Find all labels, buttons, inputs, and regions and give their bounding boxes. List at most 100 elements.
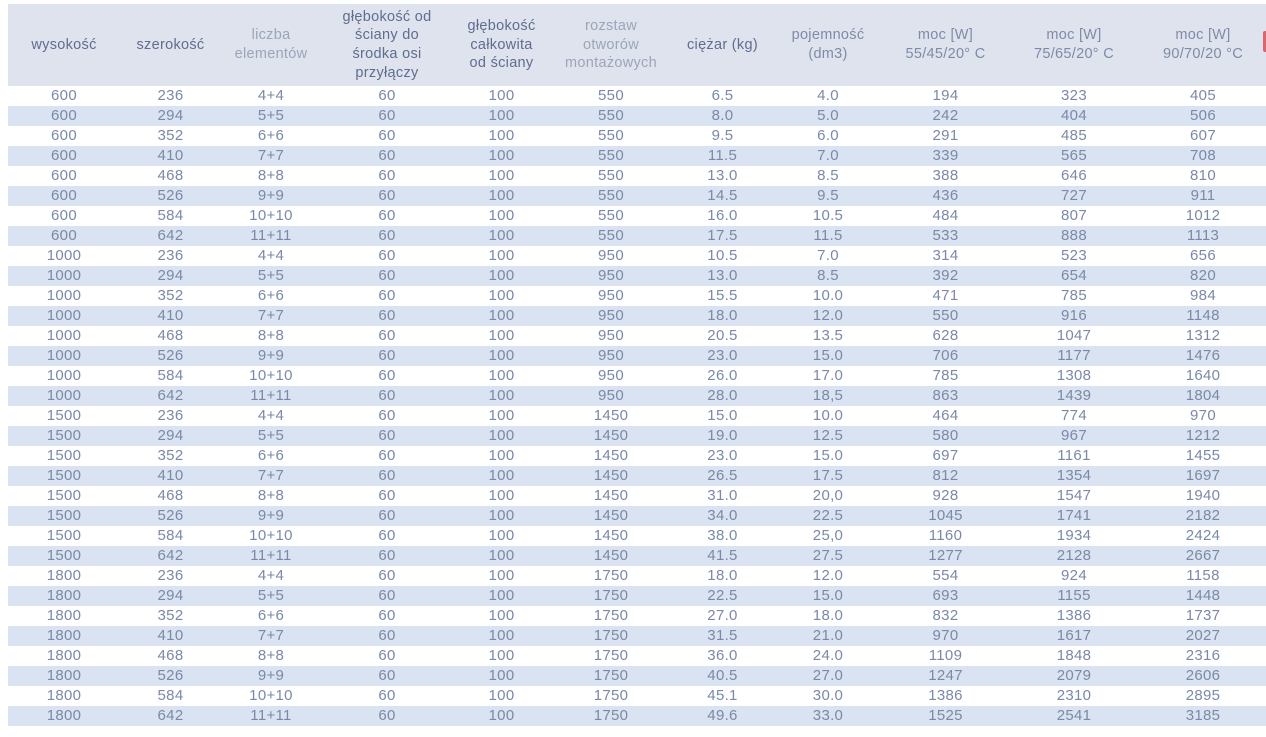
cell: 2027 [1185,627,1221,644]
cell: 1800 [46,667,82,684]
radiator-spec-page: wysokość szerokość liczba elementów głęboko… [0,4,1266,737]
cell: 1940 [1185,487,1221,504]
cell: 1617 [1056,627,1092,644]
cell: 100 [488,387,515,404]
cell: 1212 [1185,427,1221,444]
cell: 100 [488,247,515,264]
cell: 4+4 [257,247,285,264]
column-header-1: wysokość [31,36,97,53]
cell: 584 [157,207,184,224]
table-row: 1000 468 8+8 60 100 950 20.5 13.5 628 1047 1312 [8,326,1266,346]
cell: 1158 [1186,567,1220,584]
table-row: 1000 352 6+6 60 100 950 15.5 10.0 471 785 984 [8,286,1266,306]
cell: 950 [598,327,624,344]
cell: 100 [488,347,515,364]
cell: 807 [1061,207,1087,224]
cell: 888 [1061,227,1087,244]
cell: 1547 [1056,487,1092,504]
cell: 410 [157,307,184,324]
cell: 60 [378,607,396,624]
cell: 1160 [928,527,963,544]
cell: 6+6 [257,607,285,624]
cell: 7.0 [817,147,839,164]
cell: 17.0 [812,367,844,384]
cell: 10+10 [249,527,293,544]
cell: 7.0 [817,247,839,264]
cell: 2541 [1056,707,1092,724]
cell: 3185 [1185,707,1221,724]
cell: 11+11 [250,227,292,244]
cell: 2128 [1056,547,1092,564]
cell: 2182 [1185,507,1221,524]
cell: 1450 [593,407,629,424]
cell: 11+11 [250,707,292,724]
table-row: 1800 468 8+8 60 100 1750 36.0 24.0 1109 1848 2316 [8,646,1266,666]
cell: 464 [932,407,959,424]
cell: 1308 [1056,367,1092,384]
cell: 60 [378,247,396,264]
cell: 550 [598,227,624,244]
cell: 17.5 [812,467,844,484]
cell: 11.5 [707,147,738,164]
cell: 774 [1061,407,1087,424]
table-row: 1500 526 9+9 60 100 1450 34.0 22.5 1045 1741 2182 [8,506,1266,526]
cell: 550 [598,147,624,164]
cell: 950 [598,267,624,284]
cell: 8+8 [257,167,285,184]
cell: 485 [1061,127,1087,144]
cell: 100 [488,307,515,324]
cell: 607 [1190,127,1216,144]
cell: 60 [378,647,396,664]
cell: 1012 [1185,207,1221,224]
cell: 60 [378,547,396,564]
cell: 242 [932,107,959,124]
cell: 11+11 [250,387,292,404]
cell: 314 [932,247,959,264]
cell: 9+9 [257,667,285,684]
cell: 18.0 [812,607,844,624]
cell: 697 [932,447,959,464]
table-row: 600 410 7+7 60 100 550 11.5 7.0 339 565 708 [8,146,1266,166]
cell: 9.5 [817,187,839,204]
cell: 60 [378,267,396,284]
cell: 1047 [1056,327,1092,344]
cell: 1354 [1056,467,1092,484]
cell: 60 [378,387,396,404]
cell: 23.0 [707,347,738,364]
cell: 1450 [593,467,629,484]
cell: 352 [157,127,184,144]
cell: 26.5 [707,467,738,484]
table-row: 1500 584 10+10 60 100 1450 38.0 25,0 1160 1934 242… [8,526,1266,546]
cell: 41.5 [707,547,738,564]
cell: 1455 [1185,447,1221,464]
cell: 550 [598,107,624,124]
cell: 17.5 [707,227,738,244]
cell: 1804 [1185,387,1221,404]
cell: 45.1 [707,687,738,704]
cell: 1247 [928,667,963,684]
cell: 785 [1061,287,1087,304]
cell: 550 [598,167,624,184]
cell: 100 [488,567,515,584]
cell: 600 [51,87,77,104]
cell: 1750 [593,627,629,644]
table-row: 1500 236 4+4 60 100 1450 15.0 10.0 464 774 970 [8,406,1266,426]
cell: 628 [932,327,959,344]
cell: 1500 [46,507,82,524]
cell: 60 [378,207,396,224]
cell: 13.5 [812,327,844,344]
cell: 18.0 [707,567,738,584]
cell: 11.5 [813,227,843,244]
cell: 5+5 [257,427,285,444]
cell: 24.0 [812,647,844,664]
cell: 2310 [1056,687,1092,704]
cell: 950 [598,287,624,304]
table-row: 1800 526 9+9 60 100 1750 40.5 27.0 1247 2079 2606 [8,666,1266,686]
table-row: 600 468 8+8 60 100 550 13.0 8.5 388 646 810 [8,166,1266,186]
cell: 1750 [593,607,629,624]
table-row: 1800 584 10+10 60 100 1750 45.1 30.0 1386 2310 289… [8,686,1266,706]
cell: 4+4 [257,567,285,584]
cell: 1737 [1185,607,1221,624]
table-row: 600 526 9+9 60 100 550 14.5 9.5 436 727 911 [8,186,1266,206]
cell: 9+9 [257,187,285,204]
